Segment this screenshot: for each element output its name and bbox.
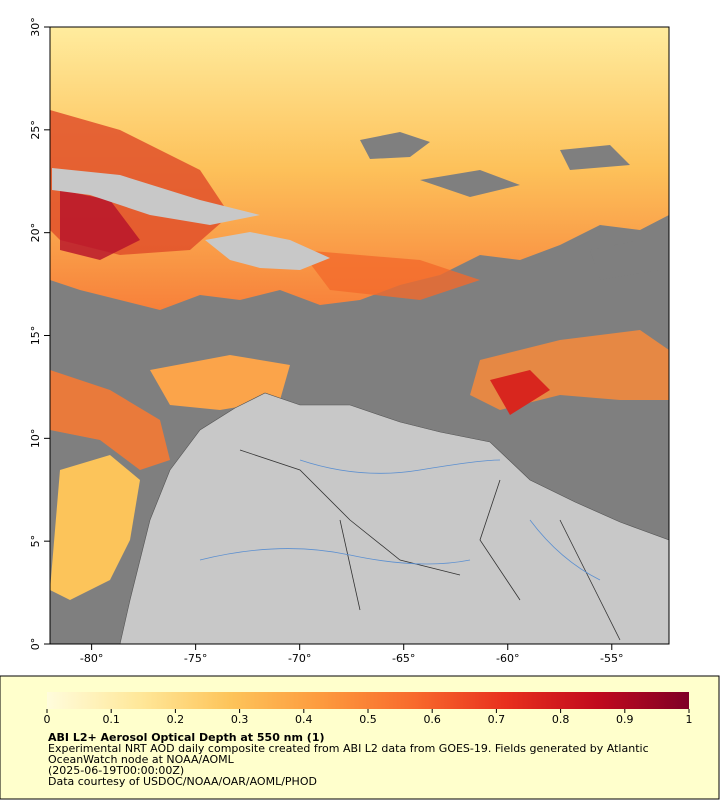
x-tick-label: -55° <box>600 652 623 665</box>
x-tick-label: -60° <box>496 652 519 665</box>
colorbar <box>47 692 689 709</box>
map <box>50 27 669 644</box>
colorbar-tick-label: 0 <box>44 713 51 726</box>
aerosol-high <box>490 370 550 415</box>
aerosol-high <box>300 250 480 300</box>
border <box>239 449 621 641</box>
colorbar-tick-label: 0.3 <box>231 713 249 726</box>
y-tick-label: 15° <box>29 326 42 346</box>
credit: Data courtesy of USDOC/NOAA/OAR/AOML/PHO… <box>48 775 317 788</box>
y-tick-label: 30° <box>29 17 42 37</box>
colorbar-tick-label: 0.2 <box>167 713 185 726</box>
x-tick-label: -70° <box>288 652 311 665</box>
colorbar-tick-label: 0.7 <box>488 713 506 726</box>
y-tick-label: 20° <box>29 223 42 243</box>
colorbar-tick-label: 0.6 <box>423 713 441 726</box>
y-tick-label: 5° <box>29 535 42 548</box>
river <box>199 459 601 581</box>
colorbar-tick-label: 0.9 <box>616 713 634 726</box>
aerosol-field <box>50 27 669 310</box>
colorbar-tick-label: 0.4 <box>295 713 313 726</box>
x-tick-label: -65° <box>392 652 415 665</box>
aerosol-patch <box>150 355 290 410</box>
y-tick-label: 10° <box>29 429 42 449</box>
colorbar-tick-label: 0.5 <box>359 713 377 726</box>
land-cuba <box>52 168 260 225</box>
aerosol-high <box>60 190 140 260</box>
no-data-patch <box>360 132 660 280</box>
x-tick-label: -80° <box>80 652 103 665</box>
date: (2025-06-19T00:00:00Z) <box>48 764 185 777</box>
colorbar-tick-label: 0.8 <box>552 713 570 726</box>
x-tick-label: -75° <box>184 652 207 665</box>
y-tick-label: 25° <box>29 120 42 140</box>
land-hispaniola <box>205 232 330 270</box>
notes: ABI L2+ Aerosol Optical Depth at 550 nm … <box>48 732 688 787</box>
title: ABI L2+ Aerosol Optical Depth at 550 nm … <box>48 731 325 744</box>
description: Experimental NRT AOD daily composite cre… <box>48 742 649 766</box>
y-tick-label: 0° <box>29 638 42 651</box>
aerosol-patch <box>50 370 170 470</box>
colorbar-tick-label: 0.1 <box>102 713 120 726</box>
colorbar-tick-label: 1 <box>686 713 693 726</box>
aerosol-patch <box>50 455 140 600</box>
